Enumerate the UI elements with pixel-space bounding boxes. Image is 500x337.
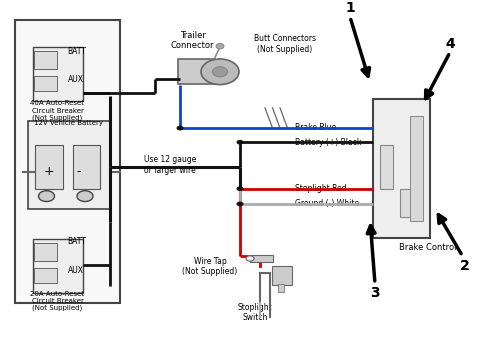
Circle shape <box>216 43 224 49</box>
Text: Ground (-) White: Ground (-) White <box>295 200 359 208</box>
Circle shape <box>236 140 244 145</box>
Circle shape <box>201 59 239 85</box>
Text: (Not Supplied): (Not Supplied) <box>32 304 82 311</box>
Bar <box>35 145 62 189</box>
Circle shape <box>236 186 244 191</box>
Text: +: + <box>43 165 54 178</box>
Circle shape <box>176 126 184 130</box>
Text: AUX: AUX <box>68 75 84 84</box>
Bar <box>28 121 110 209</box>
Text: Brake Control: Brake Control <box>399 243 456 252</box>
Bar <box>272 266 292 285</box>
Bar <box>278 284 284 292</box>
Text: 3: 3 <box>370 286 380 300</box>
Bar <box>34 76 56 91</box>
Circle shape <box>212 67 228 77</box>
Text: 12V Vehicle Battery: 12V Vehicle Battery <box>34 120 103 126</box>
Circle shape <box>77 191 93 202</box>
Text: BATT: BATT <box>68 47 86 56</box>
Text: 2: 2 <box>460 259 469 273</box>
Text: 4: 4 <box>445 37 455 51</box>
Text: AUX: AUX <box>68 266 84 275</box>
Bar <box>400 189 412 217</box>
Text: 40A Auto-Reset: 40A Auto-Reset <box>30 100 84 106</box>
Bar <box>410 116 422 221</box>
Text: 20A Auto-Reset: 20A Auto-Reset <box>30 291 84 297</box>
Text: Circuit Breaker: Circuit Breaker <box>32 108 84 114</box>
Circle shape <box>38 191 54 202</box>
Bar <box>72 145 100 189</box>
Bar <box>32 47 82 101</box>
Bar <box>178 59 215 84</box>
Bar <box>34 51 56 69</box>
Bar <box>15 20 120 303</box>
Text: Battery (+) Black: Battery (+) Black <box>295 138 362 147</box>
Bar <box>32 239 82 293</box>
Text: Brake Blue: Brake Blue <box>295 123 336 132</box>
Bar <box>380 145 392 189</box>
Text: 1: 1 <box>346 1 354 16</box>
Bar <box>34 243 56 261</box>
Text: Use 12 gauge
or larger wire: Use 12 gauge or larger wire <box>144 155 196 175</box>
Text: 4: 4 <box>446 37 454 51</box>
Circle shape <box>246 256 254 261</box>
Text: 3: 3 <box>370 286 380 300</box>
Text: Wire Tap
(Not Supplied): Wire Tap (Not Supplied) <box>182 256 238 276</box>
Text: Stoplight Red: Stoplight Red <box>295 184 346 193</box>
Bar <box>250 255 272 262</box>
Text: -: - <box>77 165 81 178</box>
Text: 1: 1 <box>345 1 355 16</box>
Text: Trailer
Connector: Trailer Connector <box>171 31 214 50</box>
Text: Butt Connectors
(Not Supplied): Butt Connectors (Not Supplied) <box>254 34 316 54</box>
Text: Circuit Breaker: Circuit Breaker <box>32 298 84 304</box>
Bar <box>372 99 430 238</box>
Text: Stoplight
Switch: Stoplight Switch <box>238 303 272 323</box>
Text: 2: 2 <box>460 259 470 273</box>
Circle shape <box>236 202 244 206</box>
Text: BATT: BATT <box>68 238 86 246</box>
Text: (Not Supplied): (Not Supplied) <box>32 115 82 121</box>
Bar <box>34 268 56 283</box>
